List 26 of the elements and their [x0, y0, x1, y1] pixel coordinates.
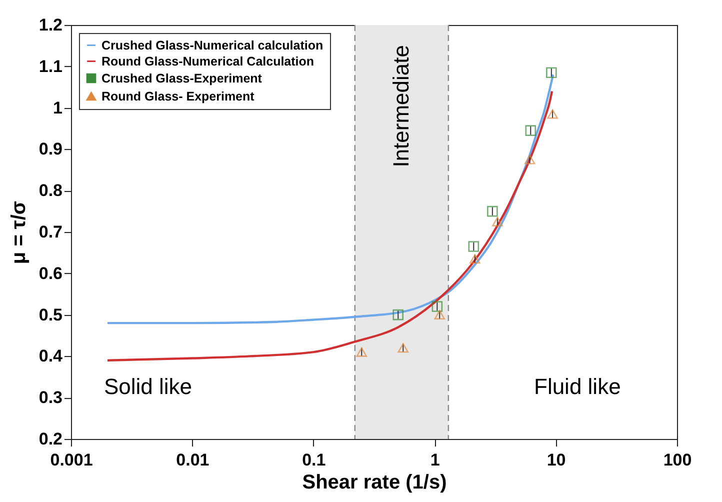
- x-tick-label: 100: [663, 450, 692, 470]
- y-tick-label: 0.9: [38, 140, 62, 159]
- x-tick-label: 1: [430, 450, 440, 470]
- annotation: Fluid like: [534, 374, 621, 399]
- legend-label: Crushed Glass-Experiment: [102, 71, 263, 86]
- x-axis-title: Shear rate (1/s): [302, 472, 447, 494]
- y-tick-label: 1.1: [38, 56, 62, 76]
- x-tick-label: 0.01: [176, 450, 210, 470]
- y-tick-label: 1: [53, 98, 62, 118]
- y-tick-label: 0.4: [38, 346, 64, 366]
- x-tick-label: 10: [546, 450, 566, 470]
- y-tick-label: 0.5: [38, 305, 62, 324]
- band-label: Intermediate: [388, 45, 414, 168]
- x-tick-label: 0.1: [302, 450, 326, 470]
- y-tick-label: 0.6: [38, 264, 62, 283]
- y-axis-title: μ = τ/σ: [8, 200, 30, 264]
- legend-label: Round Glass- Experiment: [102, 89, 256, 104]
- y-tick-label: 0.2: [38, 430, 62, 448]
- annotation: Solid like: [104, 374, 192, 399]
- y-tick-label: 0.7: [38, 222, 62, 242]
- y-tick-label: 0.8: [38, 181, 62, 200]
- y-tick-label: 1.2: [38, 16, 62, 34]
- legend-label: Round Glass-Numerical Calculation: [102, 54, 314, 68]
- y-tick-label: 0.3: [38, 388, 62, 408]
- x-tick-label: 0.001: [50, 450, 93, 470]
- legend-label: Crushed Glass-Numerical calculation: [102, 38, 324, 52]
